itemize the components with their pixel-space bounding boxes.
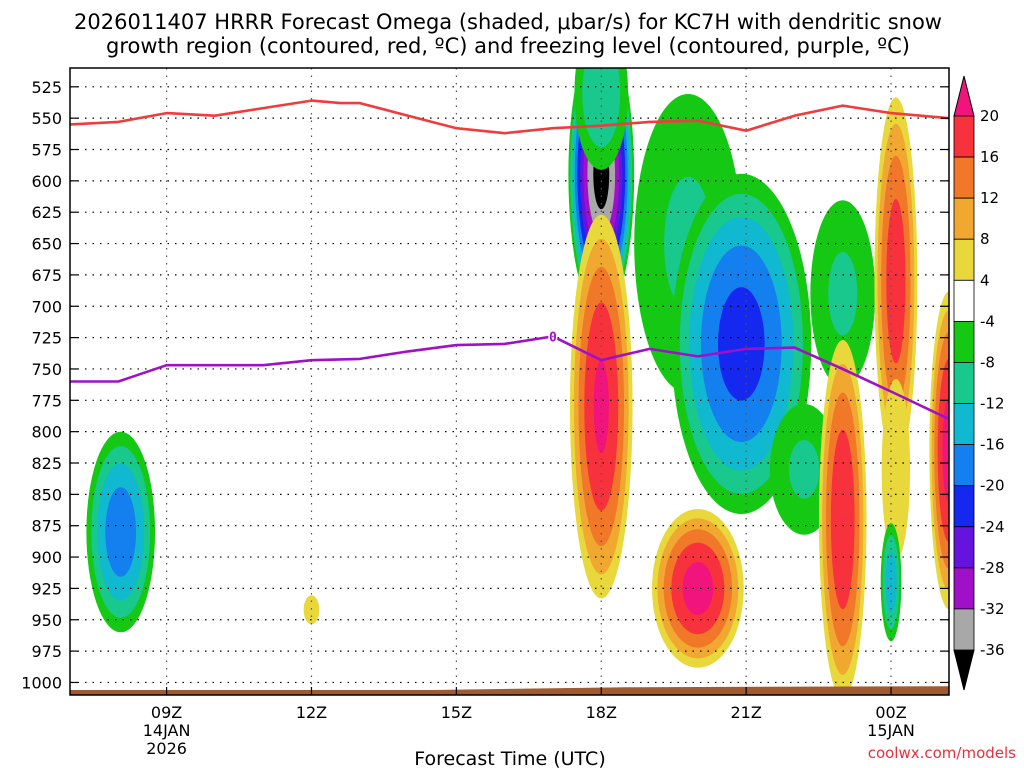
y-tick-label-625: 625 <box>31 203 62 222</box>
omega-cell-7-contour--8 <box>788 440 820 499</box>
freezing-level-line <box>70 335 949 421</box>
x-axis-title: Forecast Time (UTC) <box>414 748 605 768</box>
chart-title-line2: growth region (contoured, red, ºC) and f… <box>106 34 910 58</box>
omega-cell-10-contour-20 <box>842 517 844 522</box>
omega-cell-0-contour--16 <box>105 487 137 577</box>
y-tick-label-650: 650 <box>31 235 62 254</box>
colorbar-segment--28 <box>953 567 975 610</box>
y-tick-label-1000: 1000 <box>21 673 62 692</box>
colorbar-label--20: -20 <box>980 477 1005 495</box>
y-tick-label-825: 825 <box>31 454 62 473</box>
terrain-strip <box>70 686 949 695</box>
colorbar-top-arrow <box>953 75 975 117</box>
colorbar-bottom-arrow <box>953 649 975 691</box>
plot-background <box>70 68 949 695</box>
y-tick-label-925: 925 <box>31 579 62 598</box>
y-tick-label-600: 600 <box>31 172 62 191</box>
y-tick-label-750: 750 <box>31 360 62 379</box>
colorbar-label-16: 16 <box>980 148 999 166</box>
y-tick-label-700: 700 <box>31 297 62 316</box>
y-tick-label-850: 850 <box>31 485 62 504</box>
chart-title-line1: 2026011407 HRRR Forecast Omega (shaded, … <box>74 10 942 34</box>
credit-text: coolwx.com/models <box>868 744 1016 762</box>
y-tick-label-775: 775 <box>31 391 62 410</box>
colorbar-segment-20 <box>953 115 975 158</box>
colorbar-label--4: -4 <box>980 312 995 330</box>
colorbar-segment-16 <box>953 156 975 199</box>
contour-lines: 0 <box>70 99 949 421</box>
colorbar-label--8: -8 <box>980 353 995 371</box>
colorbar-label-4: 4 <box>980 271 990 289</box>
colorbar-segment-4 <box>953 279 975 322</box>
x-tick-label-15Z: 15Z <box>441 703 472 722</box>
omega-cell-8-contour--8 <box>828 251 858 336</box>
plot-frame <box>69 67 950 696</box>
x-tick-label-18Z: 18Z <box>586 703 617 722</box>
colorbar-segment--16 <box>953 444 975 487</box>
colorbar-label--12: -12 <box>980 395 1005 413</box>
y-tick-label-900: 900 <box>31 548 62 567</box>
omega-cell-3-contour--12 <box>600 92 602 95</box>
x-tick-label-12Z: 12Z <box>296 703 327 722</box>
colorbar-segment--32 <box>953 608 975 651</box>
x-tick-label-00Z: 00Z <box>875 703 906 722</box>
colorbar-segment--4 <box>953 320 975 363</box>
y-tick-label-550: 550 <box>31 109 62 128</box>
colorbar-label-12: 12 <box>980 189 999 207</box>
colorbar-label--16: -16 <box>980 436 1005 454</box>
omega-cell-9-contour-20 <box>682 561 714 615</box>
x-tick-label-21Z: 21Z <box>730 703 761 722</box>
x-tick-year-09Z: 2026 <box>146 739 187 758</box>
colorbar: 20 16 12 8 4 -4 -8 -12 -16 -20 -24 -28 -32 -36 <box>953 75 1005 691</box>
x-tick-label-09Z: 09Z <box>151 703 182 722</box>
colorbar-label--24: -24 <box>980 518 1005 536</box>
omega-cell-13-contour--12 <box>885 551 897 613</box>
y-tick-label-525: 525 <box>31 78 62 97</box>
terrain <box>70 686 949 695</box>
y-tick-label-875: 875 <box>31 517 62 536</box>
colorbar-label--28: -28 <box>980 559 1005 577</box>
colorbar-label--32: -32 <box>980 600 1005 618</box>
omega-cell-14-contour-20 <box>942 397 949 504</box>
y-tick-label-950: 950 <box>31 611 62 630</box>
omega-cell-3-contour--8 <box>582 68 621 148</box>
x-tick-date-00Z: 15JAN <box>867 721 915 740</box>
freezing-level-label: 0 <box>549 330 557 345</box>
colorbar-label--36: -36 <box>980 641 1005 659</box>
y-tick-label-675: 675 <box>31 266 62 285</box>
colorbar-segment--12 <box>953 403 975 446</box>
y-axis: 525 550 575 600 625 650 675 700 725 750 775 800 825 8… <box>21 78 949 692</box>
omega-cell-11-contour-16 <box>886 198 906 364</box>
y-tick-label-575: 575 <box>31 141 62 160</box>
colorbar-label-20: 20 <box>980 107 999 125</box>
colorbar-segment-8 <box>953 238 975 281</box>
colorbar-segment--8 <box>953 362 975 404</box>
y-tick-label-725: 725 <box>31 329 62 348</box>
x-tick-date-09Z: 14JAN <box>143 721 191 740</box>
colorbar-segment-12 <box>953 197 975 240</box>
y-tick-label-800: 800 <box>31 423 62 442</box>
omega-cell-1-contour-4 <box>303 595 320 625</box>
omega-cell-12-contour-4 <box>881 378 911 560</box>
colorbar-segment--24 <box>953 526 975 569</box>
colorbar-label-8: 8 <box>980 230 990 248</box>
omega-cell-6-contour--20 <box>718 287 765 401</box>
y-tick-label-975: 975 <box>31 642 62 661</box>
dgz-contour-line <box>70 99 949 135</box>
colorbar-segment--20 <box>953 485 975 528</box>
